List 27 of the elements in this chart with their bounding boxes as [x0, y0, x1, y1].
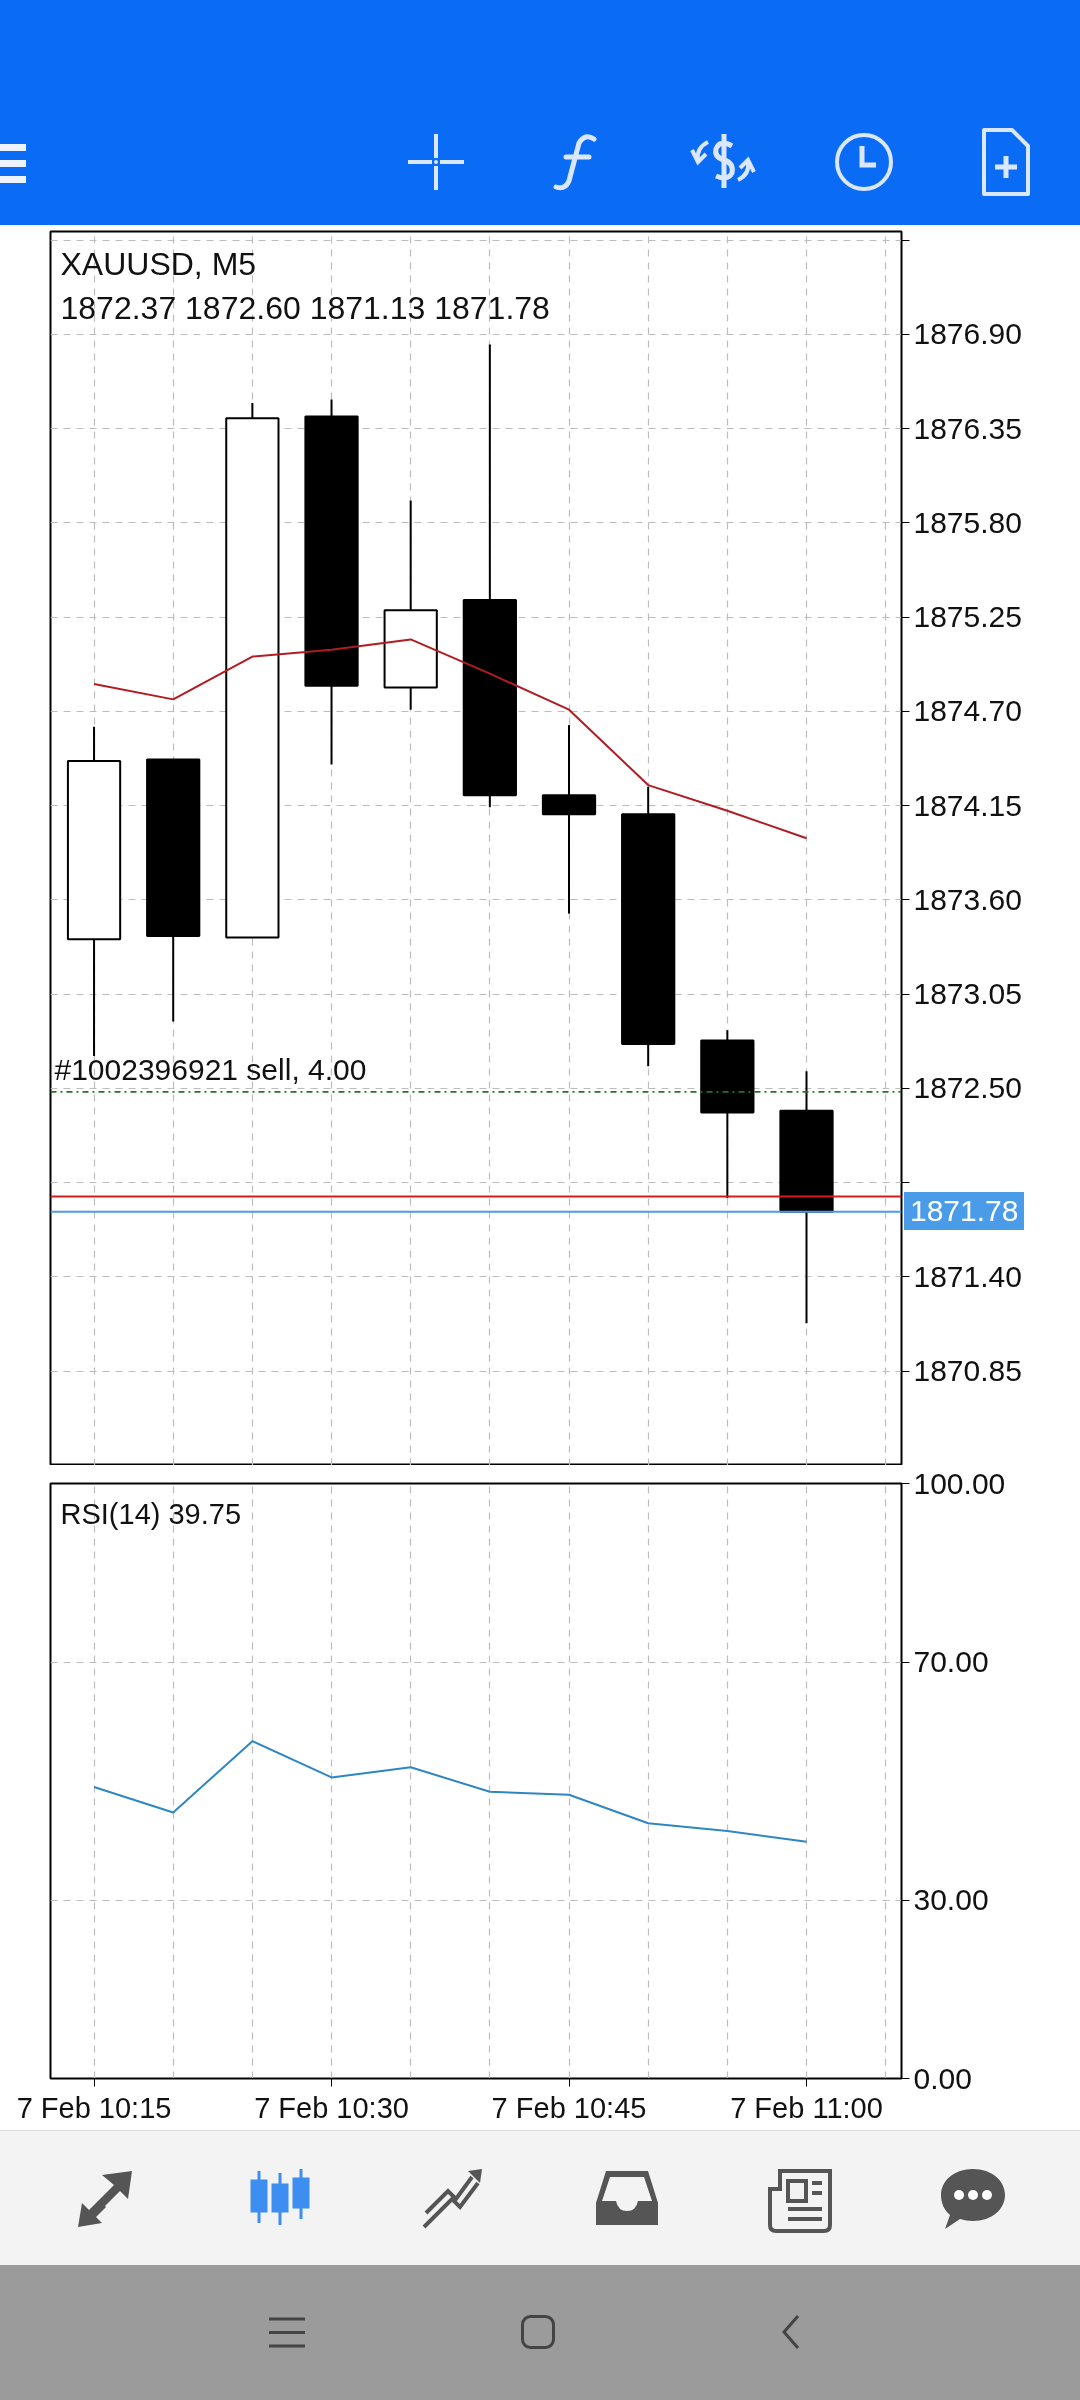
y-tick-label: 1876.35 — [913, 411, 1022, 445]
y-tick-label: 1871.40 — [913, 1259, 1022, 1293]
ref-line-label: 1871.78 — [904, 1192, 1025, 1230]
y-tick-label: 1876.90 — [913, 317, 1022, 351]
x-tick-label: 7 Feb 11:00 — [730, 2091, 883, 2124]
x-tick-label: 7 Feb 10:15 — [16, 2091, 172, 2124]
x-tick-label: 7 Feb 10:30 — [254, 2091, 409, 2124]
y-tick-label: 1873.05 — [913, 977, 1022, 1011]
ref-line-label: #1002396921 sell, 4.00 — [54, 1052, 367, 1086]
candlestick — [541, 724, 597, 915]
x-tick-label: 7 Feb 10:45 — [491, 2091, 647, 2124]
y-tick-label: 1875.25 — [913, 600, 1022, 634]
y-tick-label: 30.00 — [913, 1883, 989, 1916]
chart-title: XAUUSD, M5 — [60, 245, 257, 282]
line-series — [93, 1740, 808, 1843]
y-tick-label: 100.00 — [913, 1466, 1006, 1500]
y-tick-label: 1872.50 — [913, 1071, 1022, 1105]
y-tick-label: 1873.60 — [913, 882, 1022, 916]
y-tick-label: 1875.80 — [913, 505, 1022, 539]
y-tick-label: 70.00 — [913, 1645, 989, 1678]
text: RSI(14) 39.75 — [60, 1497, 242, 1530]
y-tick-label: 1874.70 — [913, 694, 1022, 728]
y-tick-label: 0.00 — [913, 2061, 972, 2095]
y-tick-label: 1874.15 — [913, 788, 1022, 822]
text: 1872.37 1872.60 1871.13 1871.78 — [60, 289, 550, 326]
y-tick-label: 1870.85 — [913, 1354, 1022, 1388]
line-series — [93, 638, 808, 840]
